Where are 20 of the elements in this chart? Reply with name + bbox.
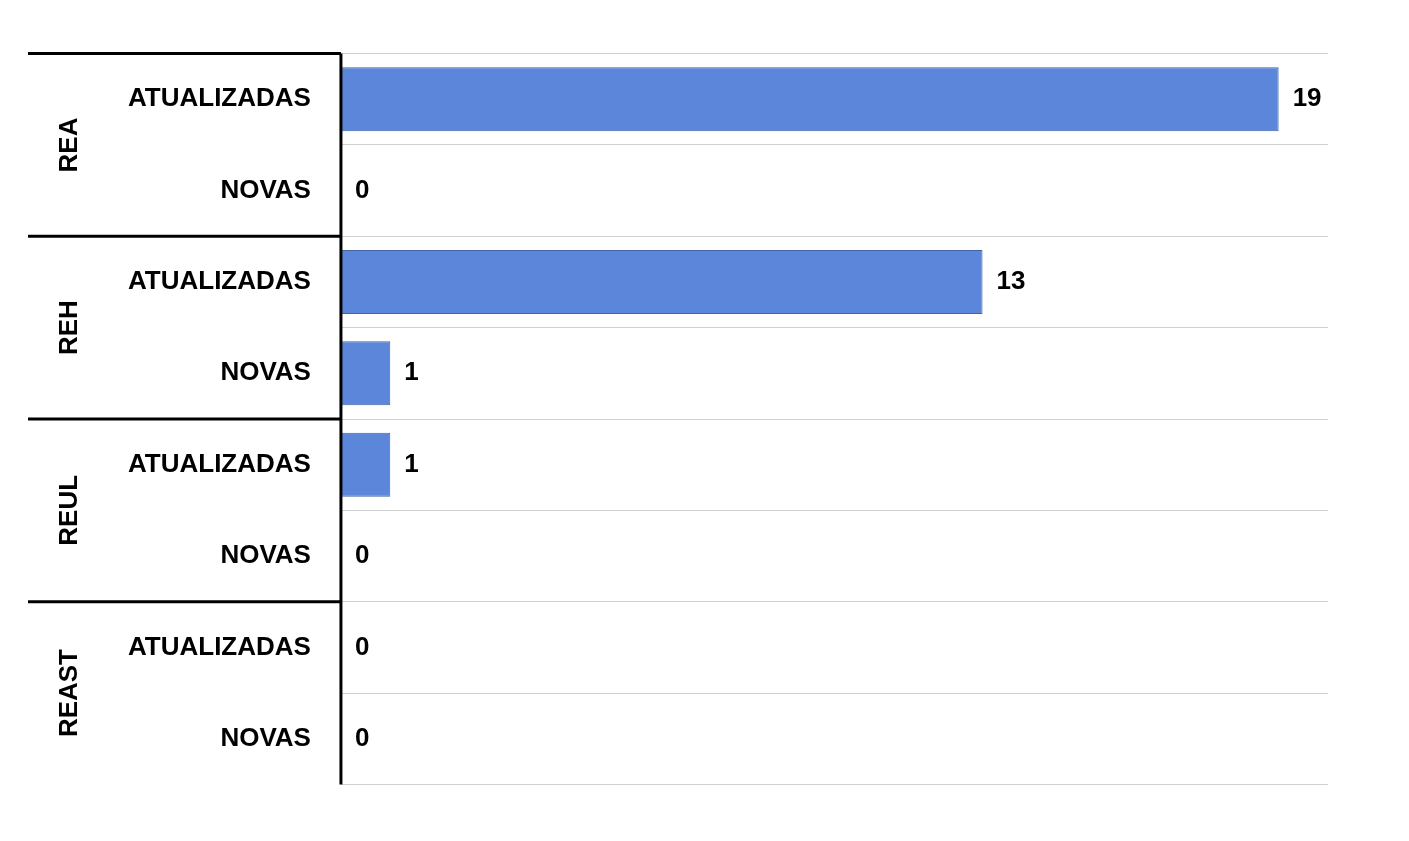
data-label: 1	[404, 447, 419, 478]
data-label: 19	[1292, 82, 1322, 113]
data-label: 13	[996, 265, 1026, 296]
text: REUL	[53, 474, 84, 546]
y-tick-label: ATUALIZADAS	[127, 630, 311, 661]
y-tick-label: NOVAS	[220, 173, 311, 204]
data-label: 0	[354, 630, 370, 661]
text: REA	[53, 117, 84, 173]
data-label: 0	[354, 539, 370, 570]
data-label: 0	[354, 721, 370, 752]
text: REH	[53, 300, 84, 356]
y-tick-label: ATUALIZADAS	[127, 265, 311, 296]
y-tick-label: NOVAS	[220, 539, 311, 570]
text: REAST	[53, 648, 84, 738]
y-tick-label: NOVAS	[220, 356, 311, 387]
data-label: 0	[354, 173, 370, 204]
y-tick-label: ATUALIZADAS	[127, 447, 311, 478]
data-label: 1	[404, 356, 419, 387]
y-tick-label: ATUALIZADAS	[127, 82, 311, 113]
y-tick-label: NOVAS	[220, 721, 311, 752]
